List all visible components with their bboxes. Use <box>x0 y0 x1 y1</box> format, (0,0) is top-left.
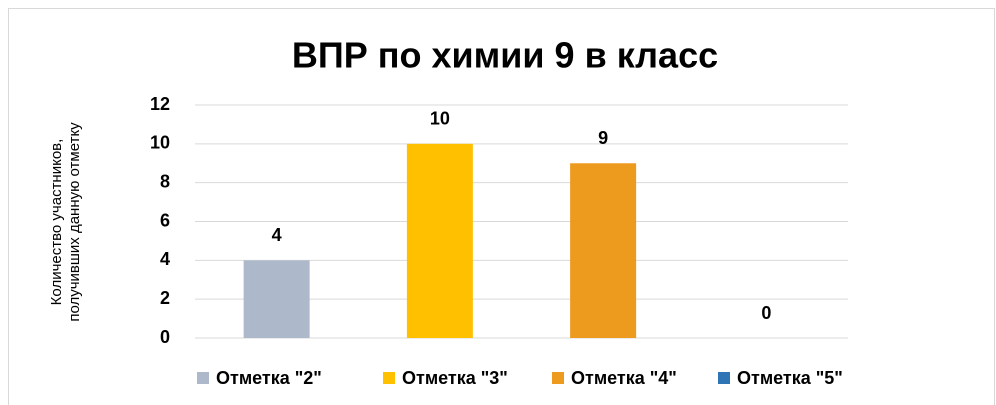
y-tick-label: 4 <box>160 249 170 269</box>
data-label: 9 <box>598 128 608 148</box>
legend-label: Отметка "2" <box>216 368 322 388</box>
y-axis-label-line: Количество участников, <box>48 139 65 306</box>
data-label: 4 <box>272 225 282 245</box>
y-axis-label-line: получивших данную отметку <box>66 122 83 322</box>
data-label: 0 <box>761 303 771 323</box>
bar <box>570 163 637 338</box>
y-axis-label: Количество участников, получивших данную … <box>48 122 83 322</box>
y-tick-label: 2 <box>160 288 170 308</box>
legend-label: Отметка "5" <box>737 368 843 388</box>
chart-border <box>8 8 995 405</box>
legend-swatch <box>383 372 395 384</box>
data-label: 10 <box>430 109 450 129</box>
bar <box>406 143 473 338</box>
legend-swatch <box>718 372 730 384</box>
chart-title: ВПР по химии 9 в класс <box>292 35 718 76</box>
legend-swatch <box>197 372 209 384</box>
legend-swatch <box>552 372 564 384</box>
y-tick-label: 6 <box>160 210 170 230</box>
y-tick-label: 12 <box>150 94 170 114</box>
bar <box>243 260 310 338</box>
legend-label: Отметка "3" <box>402 368 508 388</box>
legend-label: Отметка "4" <box>571 368 677 388</box>
y-tick-label: 8 <box>160 171 170 191</box>
y-tick-label: 0 <box>160 327 170 347</box>
y-tick-label: 10 <box>150 133 170 153</box>
